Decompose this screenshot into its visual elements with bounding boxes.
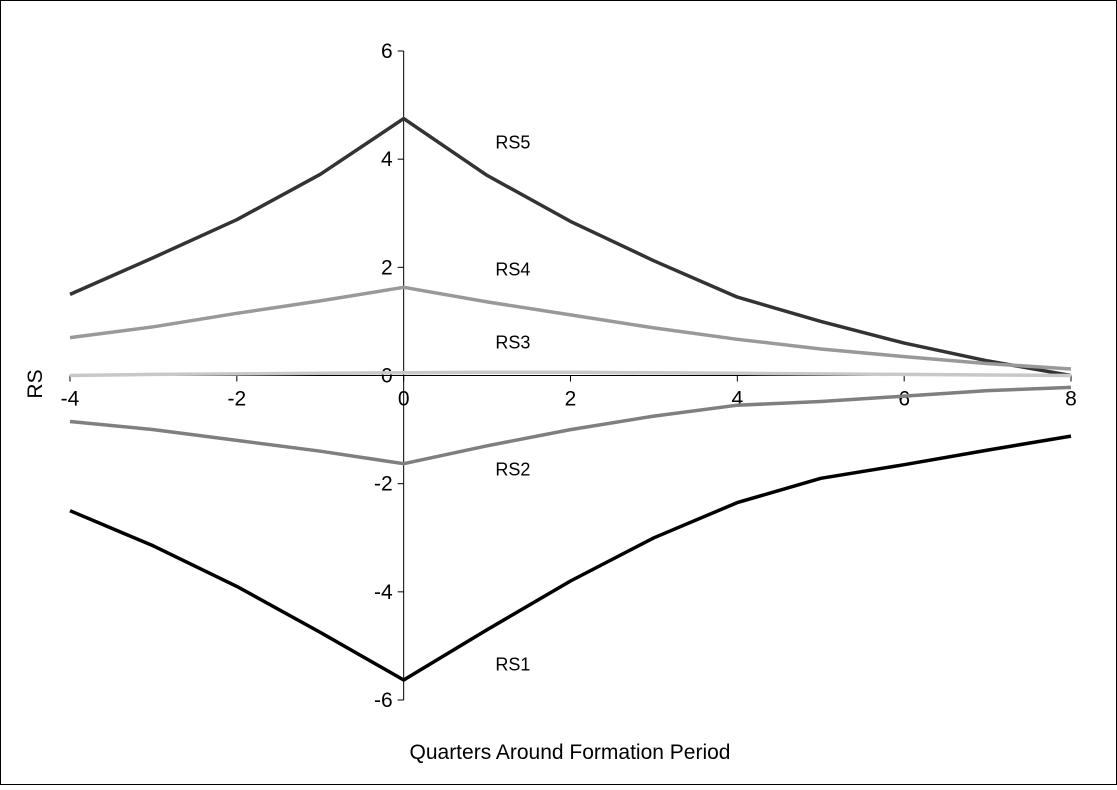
y-tick-label: 2 [381, 256, 393, 279]
series-annotations: RS5 RS4 RS3 RS2 RS1 [495, 132, 530, 674]
y-tick-label: -6 [374, 689, 393, 712]
series-label-rs3: RS3 [495, 332, 530, 352]
y-tick-label: 4 [381, 148, 393, 171]
y-tick-label: -4 [374, 581, 393, 604]
series-line-rs2 [69, 385, 1072, 466]
x-tick-label: 0 [398, 388, 410, 411]
x-tick-label: 6 [898, 388, 910, 411]
series-label-rs5: RS5 [495, 132, 530, 152]
x-axis-title: Quarters Around Formation Period [410, 741, 731, 764]
series-line-rs3 [69, 370, 1072, 378]
y-tick-label: -2 [374, 473, 393, 496]
x-tick-label: -4 [61, 388, 80, 411]
series-line-rs5 [69, 116, 1072, 378]
x-tick-label: 8 [1065, 388, 1077, 411]
series-label-rs1: RS1 [495, 654, 530, 674]
x-tick-label: 2 [565, 388, 577, 411]
series-label-rs4: RS4 [495, 259, 530, 279]
series-line-rs1 [69, 434, 1072, 682]
x-tick-label: -2 [227, 388, 246, 411]
y-tick-label: 6 [381, 40, 393, 63]
y-tick-label: 0 [381, 365, 393, 388]
series-line-rs4 [69, 285, 1072, 371]
series-lines [69, 116, 1072, 682]
series-label-rs2: RS2 [495, 460, 530, 480]
y-axis-title: RS [24, 369, 47, 398]
